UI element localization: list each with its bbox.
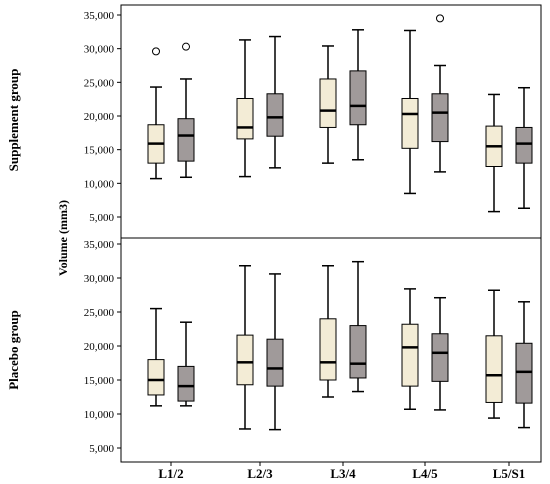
y-tick-label: 20,000 — [84, 111, 115, 123]
box — [177, 118, 195, 162]
outlier-point — [152, 47, 160, 56]
box — [401, 97, 419, 149]
x-tick-label: L3/4 — [330, 466, 356, 481]
row-label-placebo: Placebo group — [6, 310, 21, 390]
y-tick-label: 15,000 — [84, 145, 115, 157]
box — [515, 126, 533, 164]
box — [236, 97, 254, 140]
box — [319, 318, 337, 381]
outlier-point — [182, 42, 190, 51]
box — [349, 70, 367, 126]
outlier-point — [436, 14, 444, 23]
x-tick-label: L1/2 — [158, 466, 183, 481]
row-label-supplement: Supplement group — [6, 69, 21, 172]
y-tick-label: 35,000 — [84, 10, 115, 22]
y-tick-label: 5,000 — [89, 443, 114, 455]
box — [401, 323, 419, 387]
box — [236, 334, 254, 386]
box — [349, 325, 367, 379]
box — [319, 78, 337, 128]
y-tick-label: 5,000 — [89, 212, 114, 224]
x-tick-label: L5/S1 — [493, 466, 526, 481]
y-tick-label: 25,000 — [84, 77, 115, 89]
box — [431, 333, 449, 382]
y-tick-label: 20,000 — [84, 341, 115, 353]
y-tick-label: 25,000 — [84, 307, 115, 319]
box — [266, 338, 284, 387]
box — [431, 93, 449, 143]
y-axis-label: Volume (mm3) — [56, 200, 70, 276]
box — [485, 335, 503, 403]
box — [266, 93, 284, 137]
y-tick-label: 15,000 — [84, 375, 115, 387]
box — [147, 359, 165, 396]
y-tick-label: 35,000 — [84, 239, 115, 251]
x-tick-label: L2/3 — [247, 466, 273, 481]
x-tick-label: L4/5 — [412, 466, 438, 481]
y-tick-label: 10,000 — [84, 409, 115, 421]
y-tick-label: 10,000 — [84, 178, 115, 190]
box — [515, 342, 533, 404]
y-tick-label: 30,000 — [84, 273, 115, 285]
y-tick-label: 30,000 — [84, 44, 115, 56]
box — [177, 365, 195, 402]
